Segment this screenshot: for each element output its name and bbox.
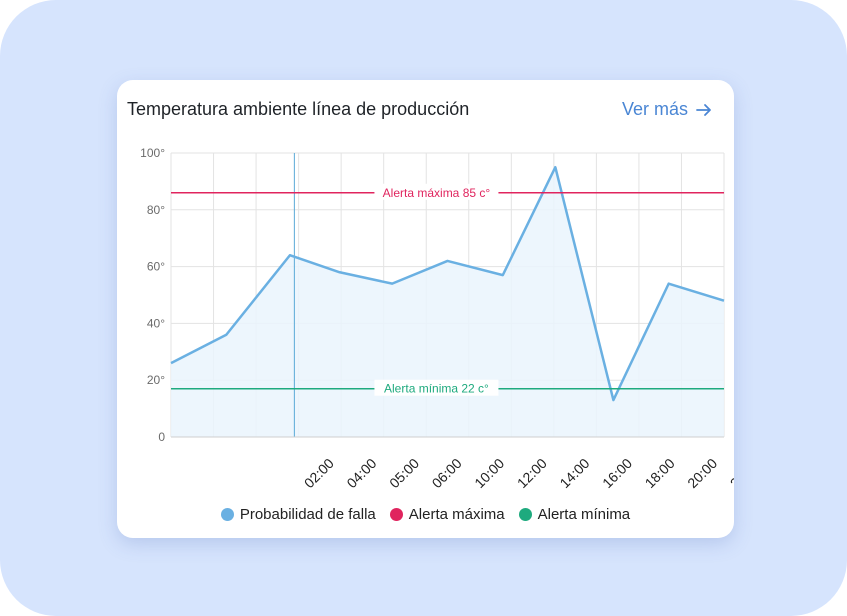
series-line-probabilidad-de-falla — [170, 165, 725, 402]
see-more-label: Ver más — [621, 99, 688, 119]
x-tick-label: 20:00 — [684, 455, 720, 491]
x-tick-label: 12:00 — [514, 455, 550, 491]
legend-dot — [220, 508, 234, 521]
see-more-link[interactable]: Ver más — [622, 99, 712, 120]
chart-legend: Probabilidad de falla Alerta máxima Aler… — [117, 506, 734, 523]
legend-dot — [518, 508, 532, 521]
card-title: Temperatura ambiente línea de producción — [127, 99, 470, 119]
legend-label: Alerta máxima — [408, 506, 505, 523]
line-chart: 100° 80° 60° 40° 20° 0 Alerta máxima 85 c° Aler… — [140, 146, 734, 491]
y-tick-label: 80° — [147, 203, 165, 217]
legend-item-min-alert[interactable]: Alerta mínima — [518, 506, 631, 523]
alert-min-label: Alerta mínima 22 c° — [384, 382, 489, 396]
legend-label: Alerta mínima — [537, 506, 631, 523]
x-tick-label: 04:00 — [343, 455, 379, 491]
alert-label-bg — [374, 183, 499, 200]
alert-max-label: Alerta máxima 85 c° — [383, 186, 491, 200]
chart-card: Temperatura ambiente línea de producción… — [117, 80, 734, 538]
legend-dot — [389, 508, 403, 521]
y-tick-label: 20° — [147, 373, 165, 387]
x-tick-label: 22:00 — [727, 455, 734, 491]
series-area — [171, 167, 724, 437]
y-tick-label: 60° — [147, 260, 165, 274]
x-tick-label: 02:00 — [301, 455, 337, 491]
x-tick-label: 14:00 — [556, 455, 592, 491]
x-tick-label: 16:00 — [599, 455, 635, 491]
y-tick-label: 0 — [158, 430, 165, 444]
legend-label: Probabilidad de falla — [239, 506, 376, 523]
x-tick-label: 10:00 — [471, 455, 507, 491]
x-tick-label: 06:00 — [429, 455, 465, 491]
x-tick-label: 18:00 — [642, 455, 678, 491]
alert-label-bg — [374, 379, 499, 396]
arrow-right-icon — [696, 103, 711, 116]
y-tick-label: 40° — [147, 316, 165, 330]
legend-item-failure[interactable]: Probabilidad de falla — [220, 506, 376, 523]
legend-item-max-alert[interactable]: Alerta máxima — [389, 506, 505, 523]
x-tick-label: 05:00 — [386, 455, 422, 491]
y-tick-label: 100° — [140, 146, 165, 160]
